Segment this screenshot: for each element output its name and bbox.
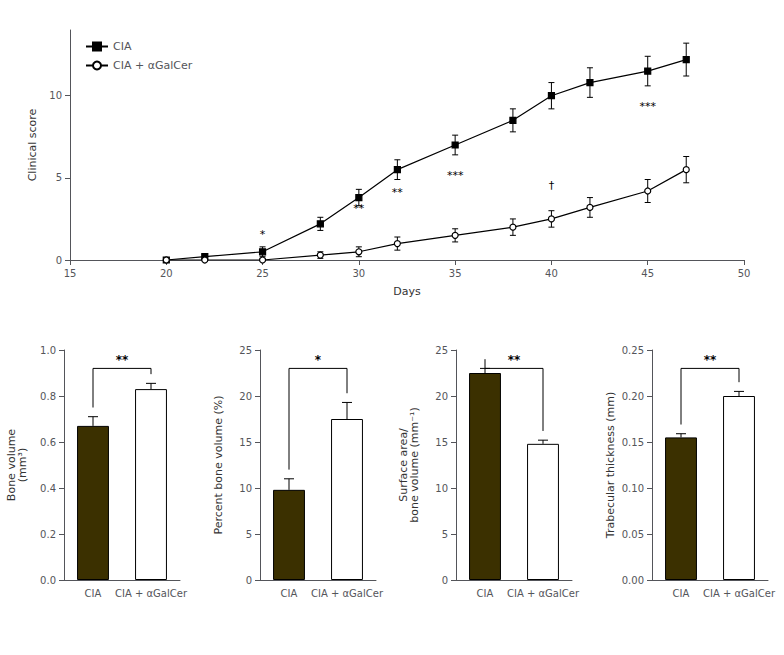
svg-text:15: 15 bbox=[64, 268, 77, 279]
svg-text:†: † bbox=[549, 179, 555, 192]
svg-text:30: 30 bbox=[352, 268, 365, 279]
svg-text:40: 40 bbox=[545, 268, 558, 279]
svg-text:15: 15 bbox=[435, 437, 448, 448]
svg-text:15: 15 bbox=[239, 437, 252, 448]
svg-text:0.8: 0.8 bbox=[40, 391, 56, 402]
svg-text:**: ** bbox=[392, 186, 404, 199]
svg-text:*: * bbox=[260, 228, 266, 241]
svg-text:20: 20 bbox=[239, 391, 252, 402]
svg-text:0: 0 bbox=[246, 575, 252, 586]
svg-text:0.25: 0.25 bbox=[622, 345, 644, 356]
svg-text:bone volume (mm⁻¹): bone volume (mm⁻¹) bbox=[408, 407, 421, 522]
svg-text:Clinical score: Clinical score bbox=[26, 108, 39, 181]
svg-text:**: ** bbox=[116, 353, 129, 367]
svg-text:*: * bbox=[315, 353, 322, 367]
svg-text:25: 25 bbox=[256, 268, 269, 279]
svg-text:**: ** bbox=[353, 202, 365, 215]
svg-text:**: ** bbox=[508, 353, 521, 367]
svg-text:CIA + αGalCer: CIA + αGalCer bbox=[113, 59, 193, 72]
svg-text:25: 25 bbox=[435, 345, 448, 356]
svg-text:CIA: CIA bbox=[281, 588, 298, 599]
svg-text:Trabecular thickness (mm): Trabecular thickness (mm) bbox=[604, 392, 617, 539]
svg-text:Days: Days bbox=[393, 285, 421, 298]
svg-text:0.4: 0.4 bbox=[40, 483, 56, 494]
svg-text:0.05: 0.05 bbox=[622, 529, 644, 540]
svg-text:45: 45 bbox=[641, 268, 654, 279]
svg-text:0.2: 0.2 bbox=[40, 529, 56, 540]
svg-text:25: 25 bbox=[239, 345, 252, 356]
svg-text:5: 5 bbox=[442, 529, 448, 540]
svg-text:20: 20 bbox=[160, 268, 173, 279]
svg-text:***: *** bbox=[639, 100, 656, 113]
svg-text:CIA: CIA bbox=[85, 588, 102, 599]
svg-text:CIA: CIA bbox=[673, 588, 690, 599]
svg-text:0.0: 0.0 bbox=[40, 575, 56, 586]
svg-text:5: 5 bbox=[56, 172, 62, 183]
svg-text:Bone volume: Bone volume bbox=[5, 428, 18, 502]
svg-text:CIA + αGalCer: CIA + αGalCer bbox=[311, 588, 384, 599]
svg-text:(mm³): (mm³) bbox=[16, 448, 29, 482]
svg-text:CIA: CIA bbox=[477, 588, 494, 599]
svg-text:1.0: 1.0 bbox=[40, 345, 56, 356]
svg-text:35: 35 bbox=[449, 268, 462, 279]
svg-text:0: 0 bbox=[442, 575, 448, 586]
svg-text:CIA + αGalCer: CIA + αGalCer bbox=[703, 588, 776, 599]
svg-text:0.10: 0.10 bbox=[622, 483, 644, 494]
svg-text:0.15: 0.15 bbox=[622, 437, 644, 448]
svg-text:0.20: 0.20 bbox=[622, 391, 644, 402]
svg-text:CIA + αGalCer: CIA + αGalCer bbox=[115, 588, 188, 599]
svg-text:***: *** bbox=[447, 169, 464, 182]
svg-text:0.00: 0.00 bbox=[622, 575, 644, 586]
svg-text:Surface area/: Surface area/ bbox=[397, 428, 410, 502]
svg-text:50: 50 bbox=[738, 268, 751, 279]
svg-text:CIA + αGalCer: CIA + αGalCer bbox=[507, 588, 580, 599]
svg-text:10: 10 bbox=[435, 483, 448, 494]
svg-text:0.6: 0.6 bbox=[40, 437, 56, 448]
svg-text:CIA: CIA bbox=[113, 40, 132, 53]
svg-text:**: ** bbox=[704, 353, 717, 367]
svg-text:Percent bone volume (%): Percent bone volume (%) bbox=[212, 395, 225, 534]
svg-text:0: 0 bbox=[56, 255, 62, 266]
svg-text:10: 10 bbox=[49, 90, 62, 101]
svg-text:10: 10 bbox=[239, 483, 252, 494]
svg-text:5: 5 bbox=[246, 529, 252, 540]
svg-text:20: 20 bbox=[435, 391, 448, 402]
